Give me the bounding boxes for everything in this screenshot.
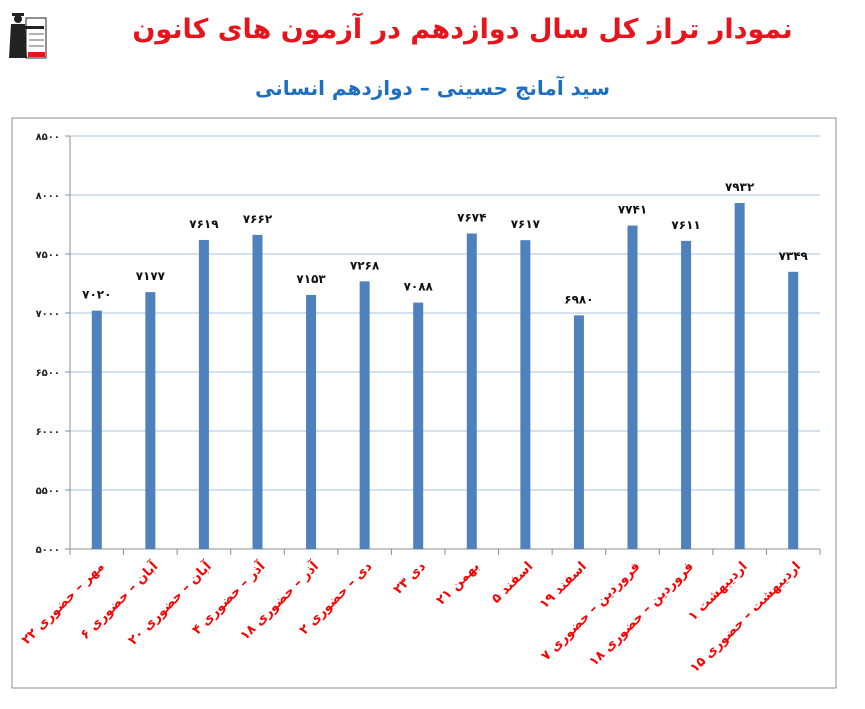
y-tick-label: ۶۰۰۰ (36, 427, 60, 438)
bar (520, 240, 531, 549)
x-category-label: ۱۸ فروردین – حضوری (587, 559, 697, 669)
x-category-label: ۲۳ دی (391, 559, 429, 597)
data-label: ۶۹۸۰ (564, 292, 593, 306)
data-label: ۷۶۱۹ (189, 217, 219, 231)
data-label: ۷۶۶۲ (243, 212, 273, 226)
y-tick-label: ۸۵۰۰ (36, 132, 60, 143)
bar (788, 271, 799, 549)
bar (91, 310, 102, 549)
chart-frame (11, 117, 837, 689)
x-category-label: ۵ اسفند (489, 559, 536, 606)
x-category-label: ۲۱ بهمن (434, 559, 483, 608)
y-tick-label: ۸۰۰۰ (36, 191, 60, 202)
data-label: ۷۱۷۷ (136, 269, 166, 283)
y-tick-label: ۷۵۰۰ (36, 250, 60, 261)
data-label: ۷۶۱۷ (511, 217, 541, 231)
data-label: ۷۷۴۱ (618, 203, 647, 217)
chart-title: نمودار تراز کل سال دوازدهم در آزمون های … (132, 14, 793, 45)
data-label: ۷۹۳۲ (725, 180, 755, 194)
data-label: ۷۰۸۸ (404, 280, 434, 294)
bar (466, 233, 477, 549)
data-label: ۷۶۷۴ (457, 210, 486, 224)
data-label: ۷۳۴۹ (779, 249, 809, 263)
bar (198, 239, 209, 549)
x-category-label: ۱۹ اسفند (537, 559, 590, 612)
data-label: ۷۰۲۰ (82, 288, 111, 302)
bar (359, 281, 370, 549)
bar (681, 240, 692, 550)
y-tick-label: ۷۰۰۰ (36, 309, 60, 320)
data-label: ۷۲۶۸ (350, 258, 380, 272)
bar (413, 302, 424, 549)
kanoon-logo (9, 13, 47, 59)
bar (573, 315, 584, 549)
x-category-label: ۱۵ اردیبهشت – حضوری (687, 559, 804, 676)
bar (306, 294, 317, 549)
bar (627, 225, 638, 549)
bar (252, 234, 263, 549)
y-tick-label: ۵۵۰۰ (36, 486, 60, 497)
y-tick-label: ۶۵۰۰ (36, 368, 60, 379)
data-label: ۷۱۵۳ (296, 272, 326, 286)
x-category-label: ۷ فروردین – حضوری (539, 559, 644, 664)
chart-subtitle: سید آمانج حسینی – دوازدهم انسانی (254, 76, 611, 100)
bar (145, 292, 156, 549)
bar (734, 203, 745, 550)
y-tick-label: ۵۰۰۰ (36, 545, 60, 556)
data-label: ۷۶۱۱ (671, 218, 700, 232)
